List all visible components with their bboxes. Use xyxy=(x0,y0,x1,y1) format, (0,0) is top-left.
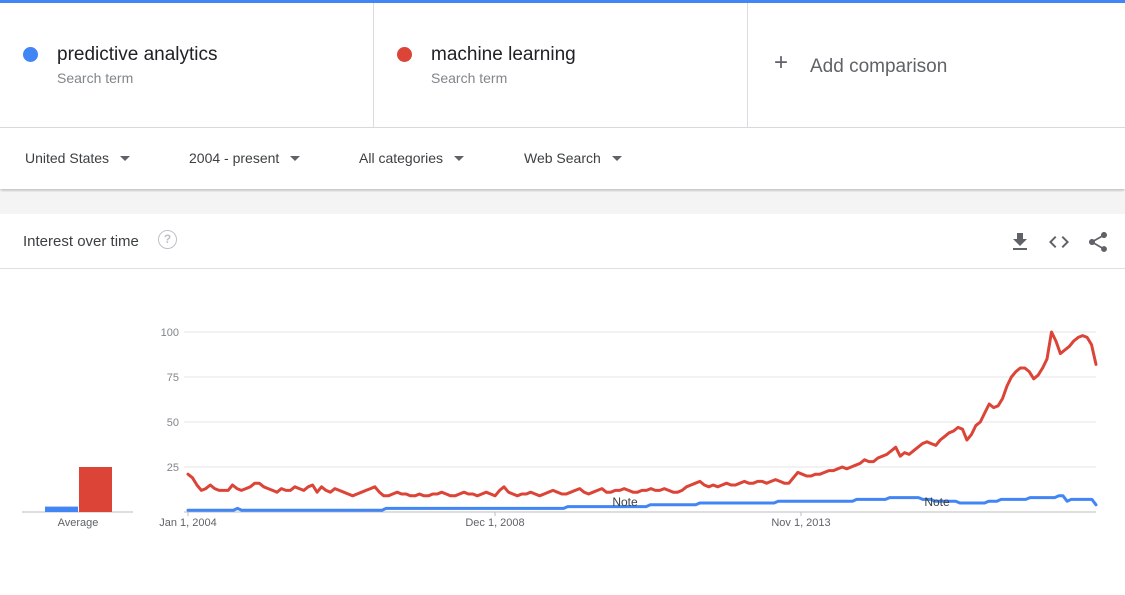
average-label: Average xyxy=(58,517,99,529)
add-comparison-button[interactable]: + Add comparison xyxy=(748,3,1125,127)
dropdown-caret-icon xyxy=(454,155,465,161)
series-line-predictive-analytics xyxy=(186,494,1098,512)
category-value: All categories xyxy=(359,150,444,166)
average-bars xyxy=(45,467,112,512)
y-tick-label: 75 xyxy=(167,372,179,384)
chart-note[interactable]: Note xyxy=(612,495,638,509)
top-accent-bar xyxy=(0,0,1125,3)
y-tick-label: 100 xyxy=(161,327,179,339)
category-dropdown[interactable]: All categories xyxy=(359,150,465,166)
average-bar-predictive-analytics xyxy=(45,506,78,512)
average-bar-machine-learning xyxy=(79,467,112,512)
y-tick-label: 50 xyxy=(167,417,179,429)
embed-code-icon[interactable] xyxy=(1047,230,1071,254)
add-comparison-label: Add comparison xyxy=(810,56,948,77)
term-color-dot xyxy=(397,47,412,62)
series-line-machine-learning xyxy=(186,330,1098,498)
y-tick-label: 25 xyxy=(167,462,179,474)
dropdown-caret-icon xyxy=(290,155,301,161)
search-type-value: Web Search xyxy=(524,150,601,166)
region-value: United States xyxy=(25,150,110,166)
region-dropdown[interactable]: United States xyxy=(25,150,131,166)
x-axis-label: Nov 1, 2013 xyxy=(771,517,830,529)
search-terms-bar: predictive analytics Search term machine… xyxy=(0,3,1125,128)
term-card-machine-learning[interactable]: machine learning Search term xyxy=(374,3,748,127)
x-axis-label: Jan 1, 2004 xyxy=(159,517,217,529)
term-subtitle: Search term xyxy=(431,70,508,86)
share-icon[interactable] xyxy=(1086,230,1110,254)
term-subtitle: Search term xyxy=(57,70,134,86)
x-axis-label: Dec 1, 2008 xyxy=(465,517,524,529)
time-range-value: 2004 - present xyxy=(189,150,280,166)
series-lines xyxy=(186,330,1098,512)
dropdown-caret-icon xyxy=(611,155,622,161)
card-title: Interest over time xyxy=(23,233,139,250)
term-name: machine learning xyxy=(431,44,576,65)
term-card-predictive-analytics[interactable]: predictive analytics Search term xyxy=(0,3,374,127)
dropdown-caret-icon xyxy=(120,155,131,161)
search-type-dropdown[interactable]: Web Search xyxy=(524,150,622,166)
chart-note[interactable]: Note xyxy=(924,495,950,509)
gridlines xyxy=(22,331,1096,513)
chart-notes[interactable]: Note Note xyxy=(612,495,950,509)
term-name: predictive analytics xyxy=(57,44,218,65)
term-color-dot xyxy=(23,47,38,62)
interest-over-time-chart: 100 75 50 25 Average Note Note Jan 1, 2004 De… xyxy=(22,327,1098,529)
section-gap xyxy=(0,192,1125,214)
time-range-dropdown[interactable]: 2004 - present xyxy=(189,150,301,166)
x-axis-labels: Jan 1, 2004 Dec 1, 2008 Nov 1, 2013 xyxy=(159,512,831,529)
download-icon[interactable] xyxy=(1008,230,1032,254)
y-axis-ticks: 100 75 50 25 xyxy=(161,327,179,474)
help-icon[interactable]: ? xyxy=(158,230,177,249)
plus-icon: + xyxy=(774,49,789,76)
interest-over-time-header: Interest over time ? xyxy=(0,214,1125,269)
filter-bar: United States 2004 - present All categor… xyxy=(0,128,1125,189)
